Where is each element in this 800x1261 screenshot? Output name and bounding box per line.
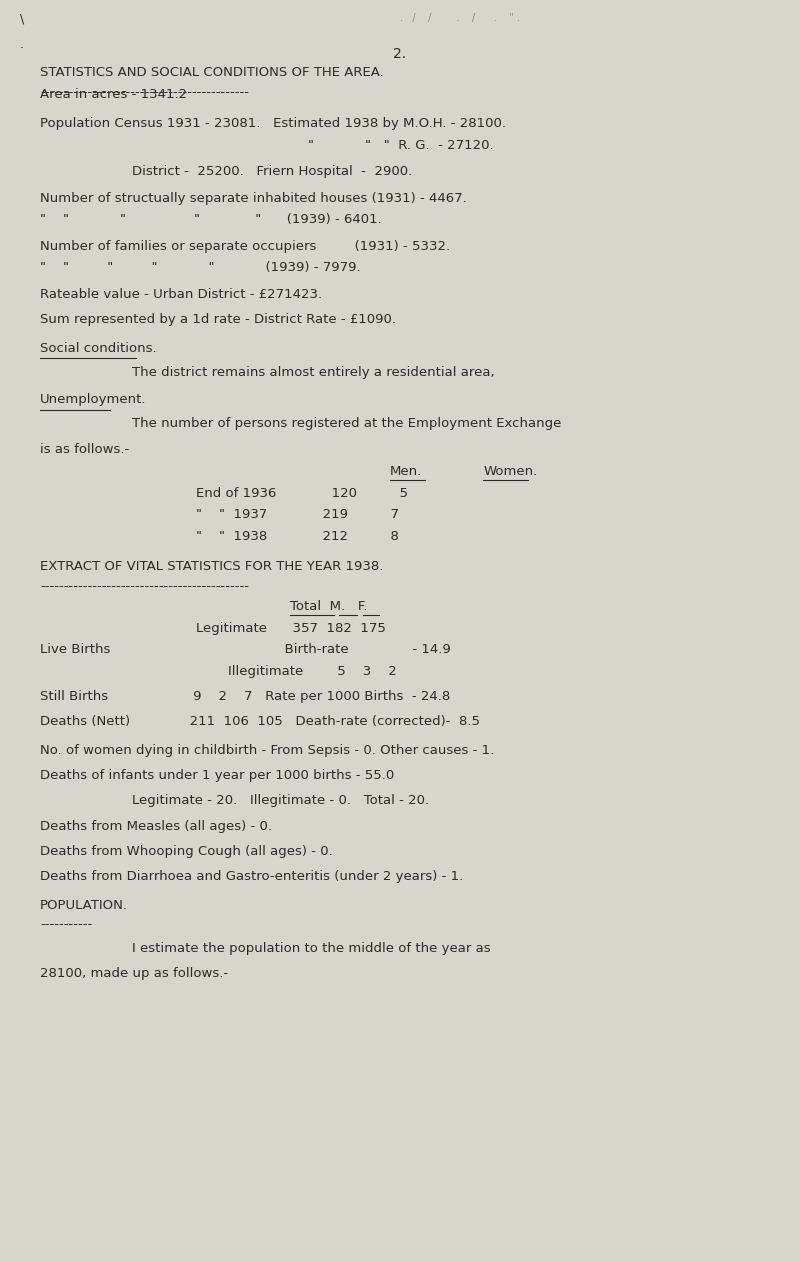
Text: is as follows.-: is as follows.- [40, 443, 130, 455]
Text: Population Census 1931 - 23081.   Estimated 1938 by M.O.H. - 28100.: Population Census 1931 - 23081. Estimate… [40, 117, 506, 130]
Text: Deaths from Measles (all ages) - 0.: Deaths from Measles (all ages) - 0. [40, 820, 272, 832]
Text: "    "  1938             212          8: " " 1938 212 8 [196, 530, 399, 542]
Text: "    "         "         "            "            (1939) - 7979.: " " " " " (1939) - 7979. [40, 261, 361, 274]
Text: Deaths (Nett)              211  106  105   Death-rate (corrected)-  8.5: Deaths (Nett) 211 106 105 Death-rate (co… [40, 715, 480, 728]
Text: "    "            "                "             "      (1939) - 6401.: " " " " " (1939) - 6401. [40, 213, 382, 226]
Text: Sum represented by a 1d rate - District Rate - £1090.: Sum represented by a 1d rate - District … [40, 313, 396, 325]
Text: \: \ [20, 13, 24, 25]
Text: Social conditions.: Social conditions. [40, 342, 157, 354]
Text: End of 1936             120          5: End of 1936 120 5 [196, 487, 408, 499]
Text: --------------------------------------------: ----------------------------------------… [40, 86, 249, 98]
Text: Deaths of infants under 1 year per 1000 births - 55.0: Deaths of infants under 1 year per 1000 … [40, 769, 394, 782]
Text: Still Births                    9    2    7   Rate per 1000 Births  - 24.8: Still Births 9 2 7 Rate per 1000 Births … [40, 690, 450, 702]
Text: "    "  1937             219          7: " " 1937 219 7 [196, 508, 399, 521]
Text: I estimate the population to the middle of the year as: I estimate the population to the middle … [132, 942, 490, 955]
Text: Number of structually separate inhabited houses (1931) - 4467.: Number of structually separate inhabited… [40, 192, 466, 204]
Text: STATISTICS AND SOCIAL CONDITIONS OF THE AREA.: STATISTICS AND SOCIAL CONDITIONS OF THE … [40, 66, 384, 78]
Text: "            "   "  R. G.  - 27120.: " " " R. G. - 27120. [308, 139, 494, 151]
Text: Women.: Women. [483, 465, 538, 478]
Text: --------------------------------------------: ----------------------------------------… [40, 580, 249, 593]
Text: EXTRACT OF VITAL STATISTICS FOR THE YEAR 1938.: EXTRACT OF VITAL STATISTICS FOR THE YEAR… [40, 560, 383, 572]
Text: Total  M.   F.: Total M. F. [290, 600, 367, 613]
Text: Deaths from Diarrhoea and Gastro-enteritis (under 2 years) - 1.: Deaths from Diarrhoea and Gastro-enterit… [40, 870, 463, 883]
Text: Area in acres - 1341.2: Area in acres - 1341.2 [40, 88, 187, 101]
Text: District -  25200.   Friern Hospital  -  2900.: District - 25200. Friern Hospital - 2900… [132, 165, 412, 178]
Text: -----------: ----------- [40, 918, 92, 931]
Text: Unemployment.: Unemployment. [40, 393, 146, 406]
Text: 2.: 2. [394, 47, 406, 61]
Text: Deaths from Whooping Cough (all ages) - 0.: Deaths from Whooping Cough (all ages) - … [40, 845, 333, 857]
Text: Number of families or separate occupiers         (1931) - 5332.: Number of families or separate occupiers… [40, 240, 450, 252]
Text: Illegitimate        5    3    2: Illegitimate 5 3 2 [228, 665, 397, 677]
Text: The district remains almost entirely a residential area,: The district remains almost entirely a r… [132, 366, 494, 378]
Text: .: . [20, 38, 24, 50]
Text: 28100, made up as follows.-: 28100, made up as follows.- [40, 967, 228, 980]
Text: No. of women dying in childbirth - From Sepsis - 0. Other causes - 1.: No. of women dying in childbirth - From … [40, 744, 494, 757]
Text: Rateable value - Urban District - £271423.: Rateable value - Urban District - £27142… [40, 288, 322, 300]
Text: Legitimate      357  182  175: Legitimate 357 182 175 [196, 622, 386, 634]
Text: Legitimate - 20.   Illegitimate - 0.   Total - 20.: Legitimate - 20. Illegitimate - 0. Total… [132, 794, 429, 807]
Text: POPULATION.: POPULATION. [40, 899, 128, 912]
Text: .   /    /        .    /      .    " .: . / / . / . " . [400, 13, 520, 23]
Text: Live Births                                         Birth-rate               - 1: Live Births Birth-rate - 1 [40, 643, 450, 656]
Text: The number of persons registered at the Employment Exchange: The number of persons registered at the … [132, 417, 562, 430]
Text: Men.: Men. [390, 465, 422, 478]
